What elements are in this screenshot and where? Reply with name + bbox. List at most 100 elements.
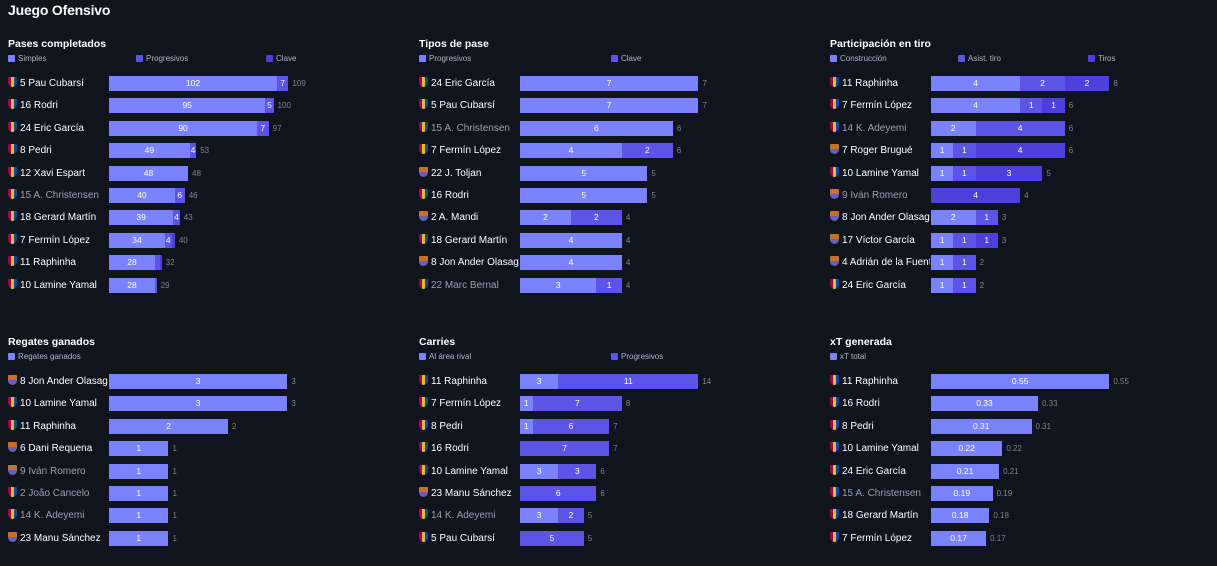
legend-item: Clave — [266, 54, 296, 63]
player-name-text: 14 K. Adeyemi — [431, 510, 496, 522]
player-name-text: 7 Fermín López — [431, 398, 502, 410]
bar-segment: 2 — [570, 210, 622, 226]
player-name: 23 Manu Sánchez — [419, 485, 519, 502]
player-name-text: 7 Fermín López — [431, 145, 502, 157]
player-name: 16 Rodri — [8, 97, 108, 114]
table-row: 7 Fermín López 4 2 6 — [419, 142, 799, 159]
player-name: 7 Fermín López — [830, 530, 930, 547]
bar-segment: 3 — [558, 463, 597, 479]
player-name: 4 Adrián de la Fuente — [830, 254, 930, 271]
chart-panel: Tipos de pase Progresivos Clave 24 Eric Gar… — [419, 38, 799, 293]
total-label: 0.21 — [1003, 466, 1019, 476]
player-name-text: 2 João Cancelo — [20, 488, 90, 499]
fcb-crest-icon — [419, 509, 428, 520]
table-row: 7 Fermín López 4 1 1 6 — [830, 97, 1210, 114]
data-label: 0.19 — [953, 488, 971, 498]
player-name: 23 Manu Sánchez — [8, 530, 108, 547]
player-name: 11 Raphinha — [8, 254, 108, 271]
bar-segment: 3 — [520, 374, 559, 389]
player-name: 22 Marc Bernal — [419, 277, 519, 294]
data-label: 4 — [568, 234, 574, 245]
legend-label: Progresivos — [429, 54, 472, 63]
legend-label: Clave — [276, 54, 297, 63]
data-label: 3 — [195, 398, 201, 409]
bar-segment: 0.55 — [931, 374, 1110, 389]
bar-segment: 90 — [109, 120, 258, 136]
data-label: 1 — [962, 167, 967, 178]
table-row: 22 Marc Bernal 3 1 4 — [419, 277, 799, 294]
player-name-text: 10 Lamine Yamal — [20, 279, 97, 291]
page-title: Juego Ofensivo — [8, 2, 111, 18]
legend-swatch — [136, 55, 143, 62]
bar-segment: 4 — [931, 76, 1021, 91]
data-label: 5 — [267, 100, 272, 111]
data-label: 1 — [1028, 100, 1034, 111]
player-name: 15 A. Christensen — [830, 485, 930, 502]
fcb-crest-icon — [8, 487, 17, 497]
player-name-text: 24 Eric García — [842, 279, 906, 291]
chart-legend: Construcción Asist. tiro Tiros — [830, 54, 1210, 64]
fcb-crest-icon — [830, 419, 839, 430]
player-name-text: 14 K. Adeyemi — [20, 510, 85, 522]
data-label: 1 — [136, 443, 142, 454]
data-label: 3 — [555, 279, 561, 290]
table-row: 8 Jon Ander Olasagasti 2 1 3 — [830, 209, 1210, 226]
data-label: 0.31 — [972, 420, 990, 431]
data-label: 1 — [939, 167, 945, 178]
legend-label: Al área rival — [429, 352, 472, 361]
legend-label: Tiros — [1098, 54, 1116, 63]
fcb-crest-icon — [830, 99, 839, 110]
player-name-text: 10 Lamine Yamal — [20, 398, 97, 410]
legend-swatch — [611, 55, 618, 62]
total-label: 97 — [272, 123, 282, 133]
player-name: 7 Fermín López — [419, 142, 519, 159]
legend-item: Regates ganados — [8, 352, 81, 361]
legend-item: xT total — [830, 352, 866, 361]
data-label: 1 — [136, 488, 142, 498]
legend-item: Progresivos — [419, 54, 471, 63]
total-label: 1 — [172, 489, 177, 498]
team-crest-icon — [830, 256, 839, 267]
data-label: 6 — [568, 420, 574, 431]
table-row: 23 Manu Sánchez 6 6 — [419, 485, 799, 502]
legend-swatch — [611, 353, 618, 360]
data-label: 4 — [973, 190, 978, 200]
fcb-crest-icon — [830, 375, 839, 385]
table-row: 15 A. Christensen 40 6 46 — [8, 187, 388, 204]
player-name-text: 16 Rodri — [842, 398, 880, 410]
player-name: 7 Fermín López — [8, 232, 108, 249]
player-name-text: 11 Raphinha — [842, 78, 898, 89]
bar-segment: 2 — [520, 210, 571, 226]
table-row: 18 Gerard Martín 0.18 0.18 — [830, 507, 1210, 524]
data-label: 1 — [939, 234, 945, 245]
player-name-text: 7 Fermín López — [842, 532, 913, 544]
player-name: 8 Jon Ander Olasagasti — [8, 373, 108, 390]
total-label: 3 — [291, 377, 296, 386]
player-name-text: 16 Rodri — [431, 443, 469, 455]
team-crest-icon — [8, 375, 17, 385]
player-name: 24 Eric García — [419, 75, 519, 92]
data-label: 1 — [606, 279, 612, 290]
legend-item: Progresivos — [611, 352, 663, 361]
legend-swatch — [958, 55, 965, 62]
bar-segment: 3 — [109, 396, 288, 412]
bar-segment: 0.22 — [931, 441, 1003, 457]
player-name: 14 K. Adeyemi — [8, 507, 108, 524]
legend-label: Simples — [18, 54, 47, 63]
total-label: 7 — [613, 421, 618, 431]
team-crest-icon — [8, 442, 17, 453]
legend-label: Regates ganados — [18, 352, 81, 361]
bar-segment: 102 — [109, 76, 277, 91]
total-label: 6 — [676, 123, 682, 133]
team-crest-icon — [419, 166, 428, 177]
bar-segment: 4 — [164, 232, 172, 248]
total-label: 5 — [651, 168, 656, 178]
player-name-text: 7 Fermín López — [842, 100, 913, 112]
bar-segment: 11 — [558, 374, 699, 389]
bar-segment: 28 — [109, 277, 156, 293]
fcb-crest-icon — [830, 464, 839, 475]
legend-item: Construcción — [830, 54, 887, 63]
data-label: 40 — [137, 190, 147, 200]
data-label: 3 — [536, 465, 542, 476]
data-label: 1 — [136, 510, 142, 521]
